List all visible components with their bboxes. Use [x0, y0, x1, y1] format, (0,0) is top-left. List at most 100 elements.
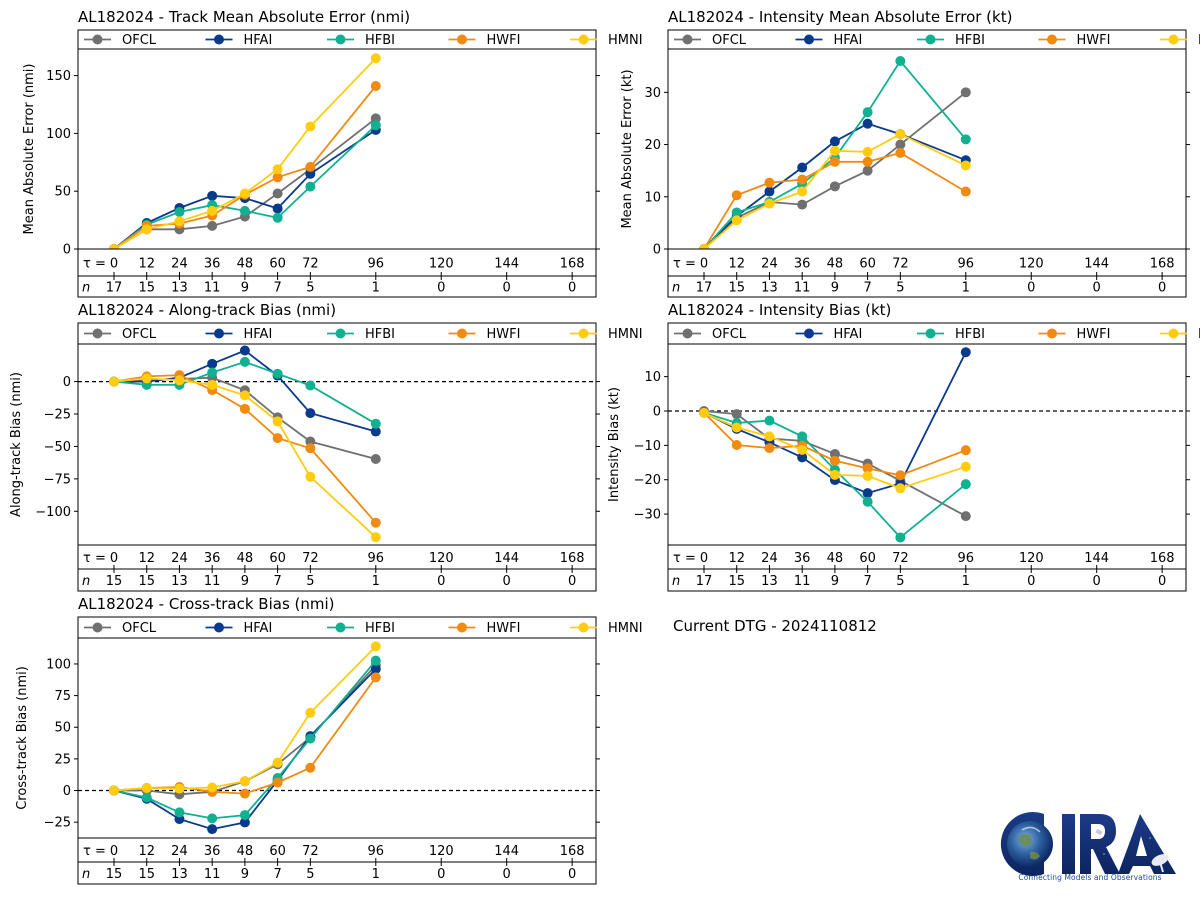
legend-item-ofcl: OFCL	[84, 327, 157, 342]
legend-item-hwfi: HWFI	[1038, 327, 1110, 342]
tau-tick-label: 0	[110, 844, 118, 859]
series-line-ofcl	[113, 117, 377, 249]
y-tick-label: 0	[63, 784, 71, 799]
data-point-hfbi-tau24	[174, 807, 185, 818]
sample-count-label: 5	[896, 574, 904, 589]
tau-tick-label: 12	[728, 257, 745, 272]
data-point-hmni-tau36	[797, 444, 808, 455]
data-point-hfbi-tau12	[141, 792, 152, 803]
sample-count-label: 15	[138, 281, 155, 296]
data-point-hfai-tau96	[370, 426, 381, 437]
chart-title: AL182024 - Track Mean Absolute Error (nm…	[78, 8, 410, 26]
data-point-hmni-tau24	[174, 783, 185, 794]
sample-count-label: 15	[728, 281, 745, 296]
data-point-hfbi-tau48	[239, 810, 250, 821]
tau-tick-label: 36	[204, 257, 221, 272]
legend-label: OFCL	[122, 327, 157, 342]
data-point-hfbi-tau60	[862, 496, 873, 507]
tau-row-label: τ =	[83, 844, 106, 859]
data-point-hfai-tau48	[239, 817, 250, 828]
legend-swatch-marker	[335, 622, 346, 633]
data-point-hwfi-tau48	[829, 455, 840, 466]
tau-tick-label: 168	[560, 844, 585, 859]
cira-tagline: Connecting Models and Observations	[1018, 873, 1162, 882]
sample-count-label: 11	[204, 867, 221, 882]
data-point-hfbi-tau72	[895, 56, 906, 67]
data-point-hfai-tau36	[207, 358, 218, 369]
legend-label: HWFI	[487, 327, 521, 342]
series-line-hmni	[113, 645, 377, 792]
tau-tick-label: 60	[269, 257, 286, 272]
sample-count-label: 0	[1027, 281, 1035, 296]
data-point-hfbi-tau24	[764, 415, 775, 426]
tau-tick-label: 0	[700, 257, 708, 272]
data-point-hfbi-tau24	[174, 207, 185, 218]
tau-tick-label: 96	[958, 551, 975, 566]
y-tick-label: 0	[63, 243, 71, 258]
data-point-hfai-tau36	[207, 190, 218, 201]
tau-tick-label: 60	[859, 257, 876, 272]
data-point-hfai-tau36	[207, 824, 218, 835]
sample-count-label: 11	[794, 281, 811, 296]
data-point-hfai-tau24	[764, 186, 775, 197]
data-point-hmni-tau96	[960, 461, 971, 472]
series-line-hfbi	[113, 124, 377, 249]
data-point-hmni-tau36	[207, 782, 218, 793]
data-point-hmni-tau96	[960, 160, 971, 171]
legend: OFCL HFAI HFBI HWFI HMNI	[674, 327, 1200, 342]
data-point-hwfi-tau24	[764, 443, 775, 454]
data-point-hmni-tau0	[109, 376, 119, 387]
sample-count-label: 13	[171, 281, 188, 296]
y-tick-label: 50	[54, 721, 71, 736]
data-point-hmni-tau48	[829, 469, 840, 480]
data-point-hmni-tau72	[305, 471, 316, 482]
series-line-hmni	[703, 133, 967, 249]
data-point-hwfi-tau96	[960, 186, 971, 197]
legend-label: OFCL	[712, 33, 747, 48]
tau-tick-label: 48	[237, 551, 254, 566]
y-tick-label: −50	[44, 440, 71, 455]
sample-count-label: 9	[241, 281, 249, 296]
sample-count-label: 0	[437, 281, 445, 296]
series-line-hfbi	[113, 360, 377, 425]
tau-tick-label: 12	[138, 551, 155, 566]
sample-count-label: 9	[831, 574, 839, 589]
y-tick-label: 10	[644, 370, 661, 385]
legend-item-hfbi: HFBI	[327, 33, 395, 48]
data-point-hwfi-tau24	[764, 177, 775, 188]
data-point-hwfi-tau36	[797, 174, 808, 185]
legend-swatch-marker	[925, 34, 936, 45]
legend-label: HMNI	[1198, 327, 1200, 342]
data-point-hwfi-tau96	[960, 445, 971, 456]
data-point-hmni-tau60	[272, 757, 283, 768]
y-tick-label: 150	[46, 69, 71, 84]
sample-count-label: 0	[437, 867, 445, 882]
current-dtg-label: Current DTG - 2024110812	[673, 617, 877, 635]
tau-tick-label: 168	[560, 257, 585, 272]
legend-item-ofcl: OFCL	[674, 327, 747, 342]
data-point-hfbi-tau48	[239, 356, 250, 367]
series-hmni	[699, 408, 971, 494]
legend-swatch-marker	[682, 34, 693, 45]
tau-row-label: τ =	[673, 257, 696, 272]
data-point-hmni-tau60	[272, 164, 283, 175]
legend-label: HFAI	[244, 33, 273, 48]
data-point-hwfi-tau60	[862, 463, 873, 474]
tau-tick-label: 96	[368, 551, 385, 566]
data-point-ofcl-tau36	[207, 220, 218, 231]
sample-count-label: 15	[138, 867, 155, 882]
series-hfai	[109, 664, 381, 835]
series-hfbi	[109, 120, 381, 249]
tau-tick-label: 36	[204, 551, 221, 566]
legend-item-hmni: HMNI	[570, 621, 643, 636]
sample-count-label: 0	[568, 867, 576, 882]
data-point-hmni-tau24	[764, 431, 775, 442]
y-tick-label: −25	[44, 816, 71, 831]
sample-count-label: 0	[1093, 574, 1101, 589]
tau-tick-label: 144	[494, 844, 519, 859]
sample-count-label: 9	[831, 281, 839, 296]
tau-tick-label: 72	[302, 257, 319, 272]
series-line-hfai	[113, 668, 377, 831]
sample-count-label: 13	[761, 574, 778, 589]
y-tick-label: −75	[44, 472, 71, 487]
